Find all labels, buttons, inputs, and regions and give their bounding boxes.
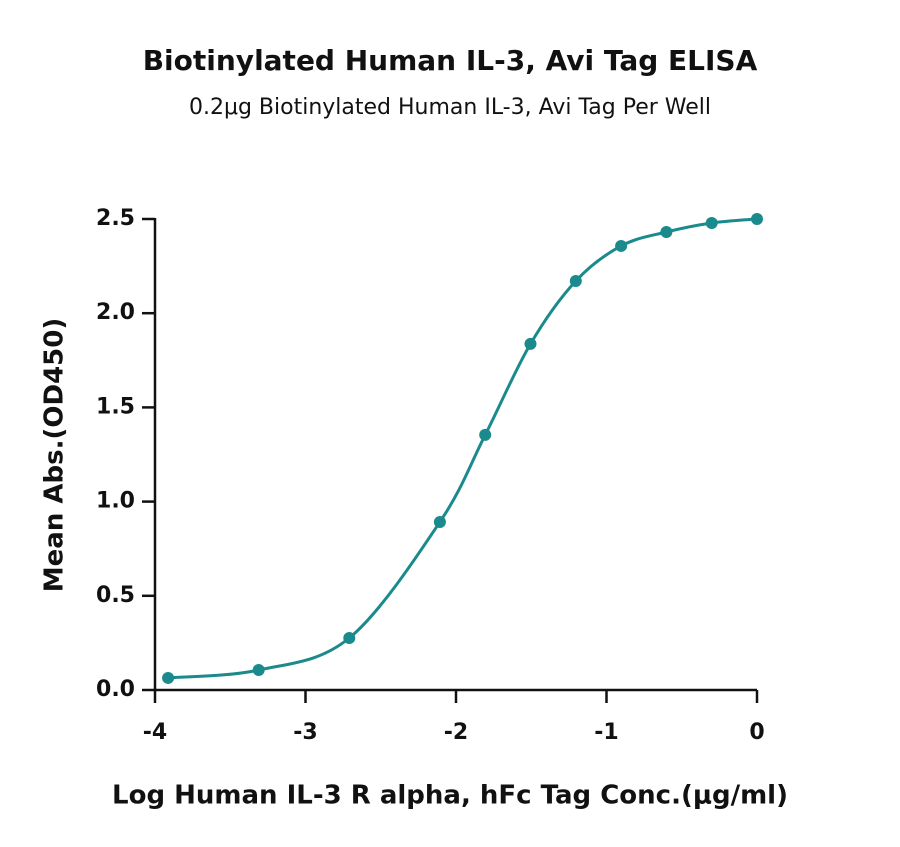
curve (167, 217, 758, 680)
y-tick-label: 1.0 (96, 489, 135, 514)
x-tick-label: -4 (143, 720, 167, 745)
y-tick-label: 0.0 (96, 677, 135, 702)
point (569, 274, 582, 287)
chart-title: Biotinylated Human IL-3, Avi Tag ELISA (143, 44, 758, 77)
y-tick-label: 2.0 (96, 300, 135, 325)
point (705, 216, 718, 229)
x-tick-label: -3 (293, 720, 317, 745)
point (615, 239, 628, 252)
point (252, 664, 265, 677)
point (751, 213, 763, 225)
chart-subtitle: 0.2μg Biotinylated Human IL-3, Avi Tag P… (189, 95, 711, 120)
point (162, 671, 175, 684)
point (524, 337, 537, 350)
point (660, 225, 673, 238)
y-axis-label: Mean Abs.(OD450) (40, 318, 70, 592)
x-tick-label: -2 (444, 720, 468, 745)
x-tick-label: -1 (594, 720, 618, 745)
y-tick-label: 0.5 (96, 583, 135, 608)
point (343, 632, 356, 645)
point (479, 428, 492, 441)
x-tick-label: 0 (749, 720, 764, 745)
point (433, 515, 446, 528)
x-axis-label: Log Human IL-3 R alpha, hFc Tag Conc.(μg… (112, 781, 788, 811)
y-tick-label: 1.5 (96, 394, 135, 419)
y-tick-label: 2.5 (96, 206, 135, 231)
